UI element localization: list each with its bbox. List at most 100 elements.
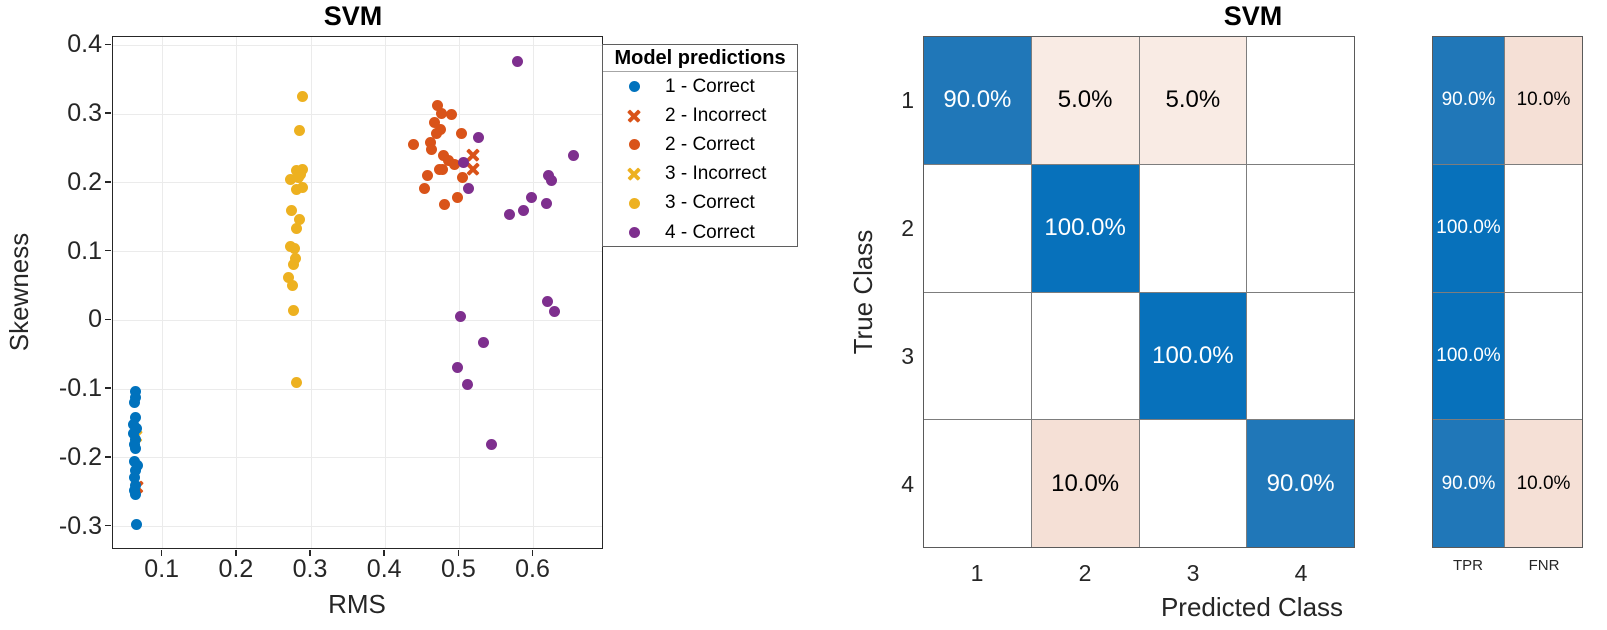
confusion-cell: 5.0% — [1031, 37, 1139, 164]
x-gridline — [533, 37, 535, 548]
scatter-point — [429, 116, 441, 128]
x-tick-label: 0.3 — [292, 555, 328, 583]
legend-entry-label: 3 - Correct — [665, 192, 755, 214]
tpr-fnr-summary: 90.0% 10.0% 100.0% 100.0% 90.0% 10.0% — [1432, 36, 1583, 548]
legend-x-icon — [627, 108, 642, 123]
scatter-point — [129, 397, 140, 409]
y-tick-label: 0.4 — [67, 30, 102, 59]
scatter-point — [452, 362, 464, 374]
legend-entry-label: 2 - Correct — [665, 133, 755, 155]
legend-title: Model predictions — [603, 45, 797, 72]
summary-cell: 10.0% — [1505, 37, 1582, 164]
summary-cell: 90.0% — [1433, 420, 1504, 547]
scatter-point — [421, 170, 433, 182]
scatter-point — [288, 304, 300, 316]
scatter-point — [297, 182, 309, 194]
scatter-point — [130, 488, 142, 500]
summary-cell: 100.0% — [1433, 164, 1504, 292]
predicted-class-label: Predicted Class — [1160, 592, 1344, 622]
scatter-point — [545, 174, 557, 186]
scatter-point — [129, 479, 141, 491]
true-class-tick-label: 1 — [901, 87, 914, 113]
scatter-point — [462, 183, 474, 195]
y-tick-mark — [104, 249, 111, 252]
legend-entry-label: 4 - Correct — [665, 221, 755, 243]
x-tick-mark — [309, 550, 311, 556]
scatter-point — [291, 184, 303, 196]
predicted-class-tick-label: 2 — [1078, 560, 1092, 586]
scatter-point — [525, 191, 537, 203]
scatter-point — [131, 519, 143, 531]
scatter-point — [436, 164, 448, 176]
legend-entries: 1 - Correct 2 - Incorrect 2 - Correct 3 - I… — [603, 72, 797, 247]
x-gridline — [310, 37, 312, 548]
scatter-point — [296, 91, 308, 103]
y-tick-mark — [104, 318, 111, 321]
legend-entry: 4 - Correct — [603, 218, 797, 247]
x-tick-label: 0.6 — [515, 555, 550, 583]
x-tick-label: 0.1 — [144, 555, 180, 583]
summary-cell: 90.0% — [1433, 37, 1504, 164]
scatter-point — [430, 128, 442, 140]
confusion-cell: 100.0% — [1139, 292, 1247, 420]
scatter-point — [503, 208, 515, 220]
summary-cell: 10.0% — [1505, 420, 1582, 547]
confusion-cell: 100.0% — [1031, 164, 1139, 292]
scatter-point — [473, 131, 485, 143]
tpr-column-label: TPR — [1453, 557, 1483, 574]
scatter-point — [437, 149, 449, 161]
y-tick-label: -0.3 — [58, 511, 102, 540]
y-gridline — [113, 319, 602, 321]
confusion-cell: 90.0% — [924, 37, 1031, 164]
legend-marker-cell — [603, 197, 665, 209]
scatter-point — [548, 305, 560, 317]
scatter-point — [568, 149, 580, 161]
scatter-point — [511, 55, 523, 67]
scatter-point — [419, 182, 430, 194]
x-tick-label: 0.4 — [366, 555, 402, 583]
confusion-cell — [1247, 164, 1354, 292]
legend-entry: 2 - Incorrect — [603, 101, 797, 130]
scatter-plot-area — [112, 36, 603, 549]
x-tick-label: 0.5 — [440, 555, 476, 583]
scatter-point — [290, 223, 302, 235]
y-tick-label: -0.1 — [58, 374, 102, 403]
x-axis-label: RMS — [328, 589, 386, 619]
x-tick-mark — [457, 550, 460, 556]
scatter-point — [130, 443, 142, 455]
scatter-point — [288, 259, 300, 271]
confusion-matrix: 90.0% 5.0% 5.0% 100.0% 100.0% 10.0% 90.0% — [923, 36, 1355, 548]
confusion-cell — [1139, 164, 1247, 292]
summary-cell — [1505, 164, 1582, 292]
scatter-point — [424, 136, 436, 148]
y-gridline — [113, 113, 602, 115]
x-tick-mark — [235, 550, 237, 556]
scatter-point — [129, 465, 141, 477]
scatter-point — [477, 336, 489, 348]
legend-entry: 2 - Correct — [603, 130, 797, 159]
y-tick-mark — [104, 387, 111, 389]
x-gridline — [458, 37, 460, 548]
y-gridline — [113, 457, 602, 459]
scatter-point — [456, 172, 468, 184]
scatter-point — [291, 376, 303, 388]
legend-entry-label: 3 - Incorrect — [665, 163, 767, 185]
y-tick-label: -0.2 — [58, 442, 102, 471]
y-tick-label: 0.3 — [67, 99, 102, 128]
scatter-point — [485, 438, 497, 450]
legend-entry: 3 - Incorrect — [603, 160, 797, 189]
x-tick-label: 0.2 — [218, 555, 254, 583]
true-class-label: True Class — [848, 229, 878, 355]
confusion-cell — [924, 164, 1031, 292]
scatter-point — [457, 156, 469, 168]
scatter-point — [451, 192, 463, 204]
scatter-point — [442, 155, 454, 167]
confusion-cell — [924, 292, 1031, 420]
legend-dot-icon — [628, 197, 640, 209]
y-tick-mark — [104, 181, 111, 183]
scatter-point — [448, 159, 460, 171]
y-tick-label: 0.1 — [67, 236, 102, 265]
confusion-cell — [1139, 420, 1247, 547]
legend-entry: 1 - Correct — [603, 72, 797, 101]
scatter-point — [432, 99, 444, 111]
